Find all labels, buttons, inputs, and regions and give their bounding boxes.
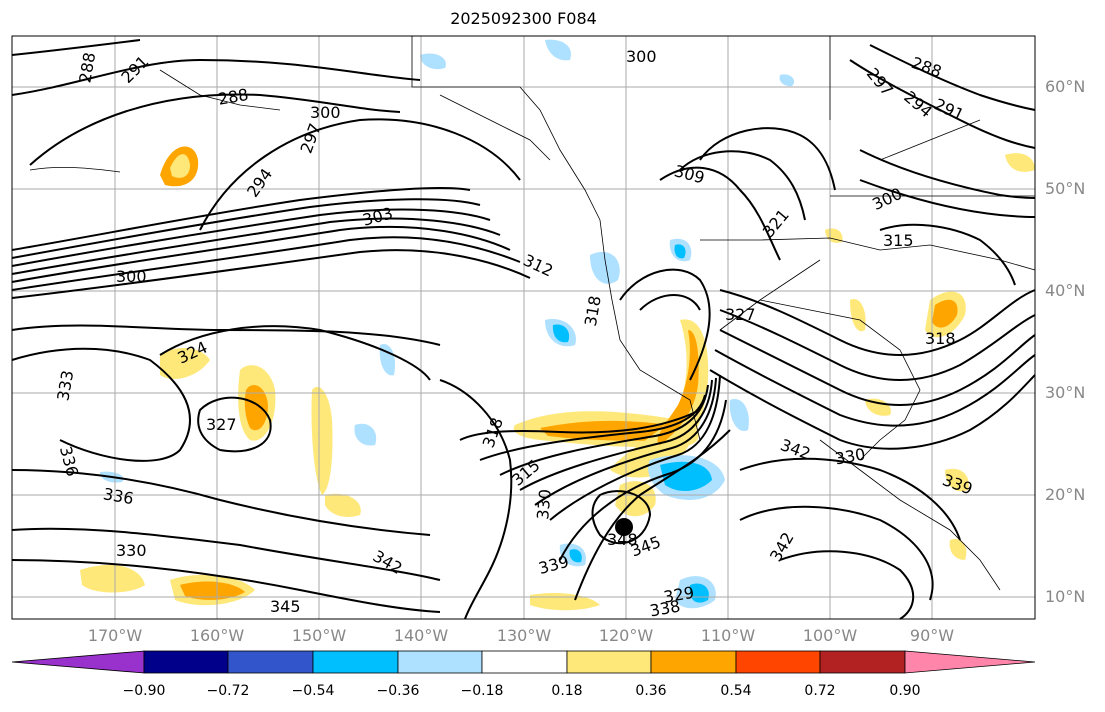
lon-label-100w: 100°W: [802, 626, 858, 645]
colorbar-segment: [397, 650, 483, 674]
contour-label: 300: [626, 47, 657, 66]
colorbar-tick: 0.90: [889, 683, 921, 699]
lat-label-50: 50°N: [1045, 179, 1086, 198]
contour-label: 348: [607, 530, 638, 549]
colorbar-tick: 0.54: [720, 683, 752, 699]
colorbar-segment: [143, 650, 229, 674]
colorbar: [11, 650, 1036, 674]
contour-lines: [11, 39, 1036, 620]
lon-label-90w: 90°W: [909, 626, 955, 645]
colorbar-segment: [481, 650, 568, 674]
coastlines: [29, 36, 1036, 591]
lon-label-110w: 110°W: [700, 626, 756, 645]
contour-label: 315: [883, 231, 914, 250]
colorbar-upper-extension: [904, 650, 1036, 674]
colorbar-tick: 0.18: [551, 683, 583, 699]
lon-label-150w: 150°W: [291, 626, 347, 645]
colorbar-segment: [819, 650, 906, 674]
contour-label: 327: [206, 415, 237, 434]
colorbar-tick: −0.72: [206, 683, 250, 699]
lat-label-40: 40°N: [1045, 281, 1086, 300]
contour-label: 300: [310, 103, 341, 122]
colorbar-tick: −0.54: [291, 683, 335, 699]
lat-label-10: 10°N: [1045, 587, 1086, 606]
contour-label: 345: [270, 597, 301, 616]
contour-label: 318: [925, 329, 956, 348]
colorbar-segment: [566, 650, 652, 674]
colorbar-segment: [650, 650, 737, 674]
colorbar-segment: [227, 650, 314, 674]
colorbar-tick: −0.90: [122, 683, 166, 699]
contour-label: 300: [116, 267, 147, 286]
colorbar-tick: −0.36: [376, 683, 420, 699]
contour-label: 330: [116, 541, 147, 560]
shading-layer: [80, 39, 1035, 611]
colorbar-tick: 0.72: [804, 683, 836, 699]
contour-label: 327: [725, 305, 756, 324]
lat-label-60: 60°N: [1045, 77, 1086, 96]
lon-label-140w: 140°W: [393, 626, 449, 645]
grid-lines: [12, 36, 1035, 619]
plot-frame: [11, 35, 1036, 620]
map-title: 2025092300 F084: [450, 9, 597, 28]
colorbar-tick: −0.18: [460, 683, 504, 699]
contour-label: 330: [533, 488, 555, 520]
lon-label-170w: 170°W: [87, 626, 143, 645]
colorbar-tick: 0.36: [635, 683, 667, 699]
lon-label-160w: 160°W: [189, 626, 245, 645]
colorbar-segment: [312, 650, 399, 674]
colorbar-lower-extension: [11, 650, 145, 674]
colorbar-segment: [735, 650, 821, 674]
lon-label-120w: 120°W: [598, 626, 654, 645]
lat-label-20: 20°N: [1045, 485, 1086, 504]
storm-center-marker: [615, 518, 633, 536]
lon-label-130w: 130°W: [496, 626, 552, 645]
lat-label-30: 30°N: [1045, 383, 1086, 402]
